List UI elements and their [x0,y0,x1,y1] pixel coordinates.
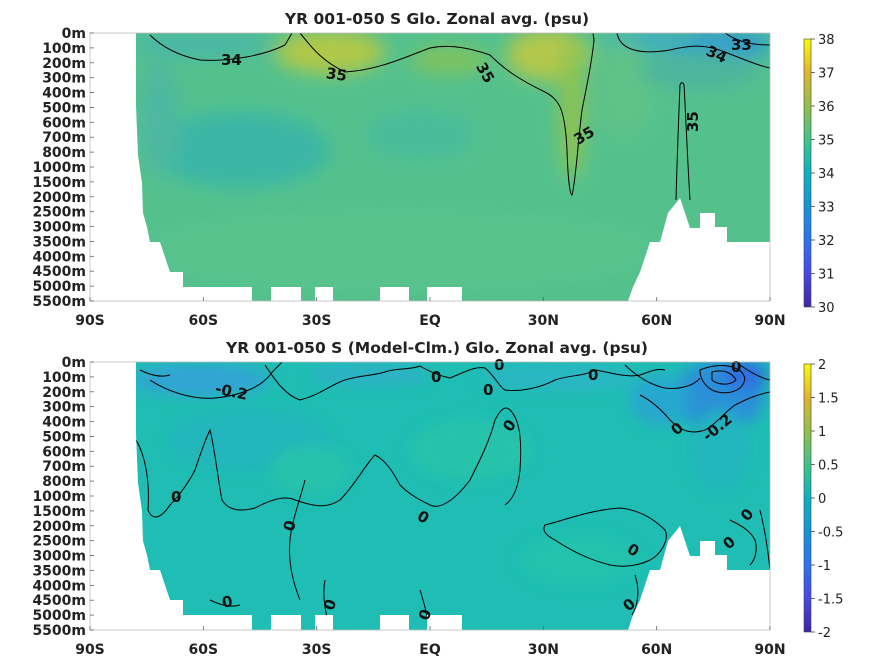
y-tick-label: 800m [42,145,86,161]
contour-label: 0 [494,356,504,374]
y-tick-label: 4000m [32,578,86,594]
y-tick-label: 200m [42,385,86,401]
y-tick-label: 3500m [32,234,86,250]
y-tick-label: 4500m [32,264,86,280]
y-tick-label: 4500m [32,593,86,609]
chart1-colorbar-ticks: 38 37 36 35 34 33 32 31 30 [811,33,835,316]
y-tick-label: 2500m [32,205,86,221]
contour-label: 0 [221,592,234,612]
y-tick-label: 500m [42,429,86,445]
x-tick-label: 30S [302,642,332,656]
x-tick-label: EQ [419,313,441,329]
y-tick-label: 0m [62,355,86,371]
y-tick-label: 0m [62,26,86,42]
y-tick-label: 800m [42,474,86,490]
y-tick-label: 600m [42,444,86,460]
chart2-contour-labels: -0.2 0 0 0 0 0 -0.2 0 0 0 0 0 0 0 0 0 0 [171,356,757,615]
y-tick-label: 400m [42,415,86,431]
y-tick-label: 2000m [32,519,86,535]
y-tick-label: 700m [42,130,86,146]
colorbar-tick-label: 33 [818,201,835,216]
y-tick-label: 3000m [32,549,86,565]
y-tick-label: 300m [42,71,86,87]
contour-label: 0 [731,358,741,376]
y-tick-label: 1000m [32,489,86,505]
x-tick-label: 90S [75,642,105,656]
x-tick-label: 60S [189,313,219,329]
contour-label: 33 [731,36,752,54]
chart2-title: YR 001-050 S (Model-Clm.) Glo. Zonal avg… [225,339,648,357]
x-tick-label: 90N [754,313,785,329]
y-tick-label: 2000m [32,190,86,206]
contour-label: 0 [483,381,493,399]
y-tick-label: 4000m [32,249,86,265]
colorbar-tick-label: 2 [818,358,826,373]
colorbar-tick-label: 0.5 [818,459,839,474]
colorbar-tick-label: -0.5 [818,526,843,541]
colorbar-tick-label: -1 [818,559,831,574]
contour-label: 35 [325,64,348,85]
y-tick-label: 3000m [32,220,86,236]
colorbar-tick-label: 32 [818,234,835,249]
x-tick-label: 30N [528,313,559,329]
x-tick-label: 30N [528,642,559,656]
x-tick-label: 30S [302,313,332,329]
x-tick-label: 60N [641,313,672,329]
colorbar-tick-label: 1.5 [818,392,839,407]
colorbar-tick-label: 1 [818,425,826,440]
y-tick-label: 5000m [32,608,86,624]
colorbar-tick-label: 34 [818,167,835,182]
chart2-colorbar [803,363,812,633]
chart1-title: YR 001-050 S Glo. Zonal avg. (psu) [284,10,589,28]
y-tick-label: 500m [42,100,86,116]
x-tick-label: 60N [641,642,672,656]
y-tick-label: 400m [42,86,86,102]
y-tick-label: 2500m [32,534,86,550]
x-tick-label: 60S [189,642,219,656]
contour-label: 0 [588,366,598,384]
chart2-y-axis: 0m100m200m300m400m500m600m700m800m1000m1… [32,355,94,639]
contour-label: 35 [684,111,702,132]
chart2-x-axis: 90S 60S 30S EQ 30N 60N 90N [75,626,786,658]
y-tick-label: 100m [42,370,86,386]
colorbar-tick-label: 30 [818,301,835,316]
x-tick-label: 90S [75,313,105,329]
colorbar-tick-label: -2 [818,626,831,641]
y-tick-label: 1500m [32,504,86,520]
contour-label: 0 [431,368,441,386]
colorbar-tick-label: 31 [818,268,835,283]
colorbar-tick-label: -1.5 [818,593,843,608]
y-tick-label: 100m [42,41,86,57]
y-tick-label: 5500m [32,294,86,310]
colorbar-tick-label: 0 [818,492,826,507]
colorbar-tick-label: 37 [818,67,835,82]
y-tick-label: 200m [42,56,86,72]
y-tick-label: 1000m [32,160,86,176]
colorbar-tick-label: 38 [818,33,835,48]
chart1-y-axis: 0m100m200m300m400m500m600m700m800m1000m1… [32,26,94,310]
chart2-colorbar-ticks: 2 1.5 1 0.5 0 -0.5 -1 -1.5 -2 [811,358,843,641]
colorbar-tick-label: 35 [818,134,835,149]
y-tick-label: 5000m [32,279,86,295]
contour-label: 0 [280,518,300,533]
y-tick-label: 5500m [32,623,86,639]
contour-label: 0 [171,488,181,506]
y-tick-label: 3500m [32,563,86,579]
y-tick-label: 300m [42,400,86,416]
x-tick-label: 90N [754,642,785,656]
chart1-field [136,33,770,301]
chart2-field [136,362,770,630]
colorbar-tick-label: 36 [818,100,835,115]
y-tick-label: 700m [42,459,86,475]
y-tick-label: 1500m [32,175,86,191]
contour-label: 34 [221,51,242,69]
chart1-colorbar [803,38,812,308]
y-tick-label: 600m [42,115,86,131]
x-tick-label: EQ [419,642,441,656]
chart1-x-axis: 90S 60S 30S EQ 30N 60N 90N [75,297,786,329]
